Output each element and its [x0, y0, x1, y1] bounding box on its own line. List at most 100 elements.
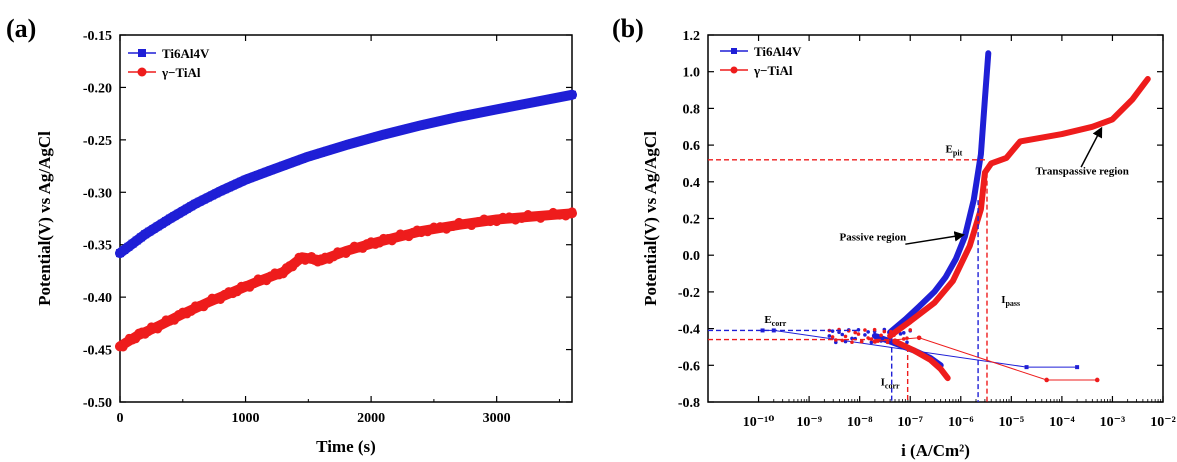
- x-tick-label: 10⁻⁷: [897, 415, 923, 430]
- data-point: [182, 204, 191, 213]
- transpassive-arrow: [1080, 126, 1103, 168]
- data-point: [149, 224, 158, 233]
- data-point: [555, 93, 564, 102]
- series-anodic-1: [887, 76, 1151, 339]
- data-point: [404, 124, 413, 133]
- x-tick-label: 10⁻¹⁰: [743, 415, 775, 430]
- data-point: [162, 217, 171, 226]
- data-point: [316, 148, 325, 157]
- panel-b-label: (b): [612, 14, 644, 43]
- data-point: [480, 107, 489, 116]
- data-point: [379, 130, 388, 139]
- series-line-0: [115, 89, 577, 259]
- x-axis-title: Time (s): [316, 437, 376, 456]
- data-point: [141, 230, 150, 239]
- data-point: [136, 233, 145, 242]
- x-tick-label: 10⁻⁵: [999, 415, 1025, 430]
- data-point: [423, 227, 433, 237]
- annotation: Epit: [946, 143, 963, 157]
- data-point: [174, 209, 183, 218]
- data-point: [258, 169, 267, 178]
- plot-frame: [119, 34, 573, 403]
- series-anodic-0: [887, 50, 992, 336]
- y-tick-label: -0.2: [678, 286, 700, 301]
- data-point: [385, 129, 394, 138]
- data-point: [157, 219, 166, 228]
- passive-arrow: [905, 231, 965, 245]
- annotation-subscript: pass: [1005, 299, 1020, 308]
- data-point: [417, 121, 426, 130]
- scatter-point: [856, 327, 861, 332]
- data-point: [116, 249, 124, 258]
- series-line-1: [115, 208, 577, 352]
- data-point: [216, 187, 225, 196]
- scatter-point: [859, 339, 864, 344]
- tail-point: [1024, 365, 1029, 370]
- y-axis-title: Potential(V) vs Ag/AgCl: [641, 131, 660, 306]
- tail-point: [1044, 377, 1049, 383]
- data-point: [335, 143, 344, 152]
- x-axis-title: i (A/Cm²): [901, 441, 970, 460]
- y-tick-label: 0.0: [683, 249, 701, 264]
- tail-point: [1094, 377, 1100, 383]
- scatter-point: [863, 333, 867, 337]
- legend-label: Ti6Al4V: [162, 46, 210, 61]
- annotation-subscript: corr: [885, 381, 900, 390]
- tail-point: [760, 328, 765, 333]
- data-point: [367, 134, 376, 143]
- data-point: [442, 115, 451, 124]
- scatter-point: [843, 339, 848, 344]
- y-tick-label: -0.8: [678, 396, 700, 411]
- data-point: [272, 163, 281, 172]
- tail-point: [1075, 365, 1080, 370]
- data-point: [411, 122, 420, 131]
- scatter-point: [885, 340, 890, 345]
- scatter-point: [853, 330, 858, 335]
- data-point: [153, 222, 162, 231]
- annotation: Icorr: [881, 376, 900, 390]
- x-tick-label: 10⁻²: [1150, 415, 1176, 430]
- data-point: [485, 217, 495, 227]
- x-tick-label: 0: [117, 411, 124, 426]
- data-point: [262, 167, 271, 176]
- y-tick-label: 0.8: [683, 102, 701, 117]
- data-point: [203, 193, 212, 202]
- data-point: [195, 197, 204, 206]
- data-point: [128, 239, 137, 248]
- data-point: [436, 116, 445, 125]
- data-point: [237, 177, 246, 186]
- scatter-point: [866, 330, 870, 334]
- scatter-point: [866, 336, 870, 340]
- legend-marker: [731, 48, 737, 54]
- data-point: [291, 157, 300, 166]
- data-point: [354, 137, 363, 146]
- data-point: [329, 144, 338, 153]
- x-tick-label: 2000: [357, 411, 385, 426]
- scatter-point: [850, 340, 854, 345]
- annotation: Ecorr: [764, 314, 786, 328]
- y-tick-label: -0.50: [83, 396, 112, 411]
- scatter-point: [882, 329, 887, 334]
- scatter-point: [905, 336, 909, 340]
- x-tick-label: 10⁻⁶: [948, 415, 974, 430]
- data-point: [285, 159, 294, 168]
- data-point: [120, 245, 129, 254]
- data-point: [124, 242, 133, 251]
- scatter-point: [898, 327, 903, 332]
- data-point: [229, 181, 237, 190]
- annotation-subscript: pit: [953, 148, 963, 157]
- y-tick-label: -0.20: [83, 81, 112, 96]
- data-point: [178, 207, 187, 216]
- data-point: [304, 152, 313, 161]
- data-point: [191, 199, 200, 208]
- y-tick-label: -0.15: [83, 29, 112, 44]
- y-tick-label: 0.4: [683, 176, 701, 191]
- legend-label: γ−TiAl: [753, 63, 793, 78]
- data-point: [530, 98, 539, 107]
- scatter-point: [898, 332, 903, 336]
- data-point: [279, 161, 288, 170]
- data-point: [505, 103, 514, 112]
- scatter-point: [895, 339, 900, 344]
- data-point: [536, 96, 545, 105]
- data-point: [542, 95, 551, 104]
